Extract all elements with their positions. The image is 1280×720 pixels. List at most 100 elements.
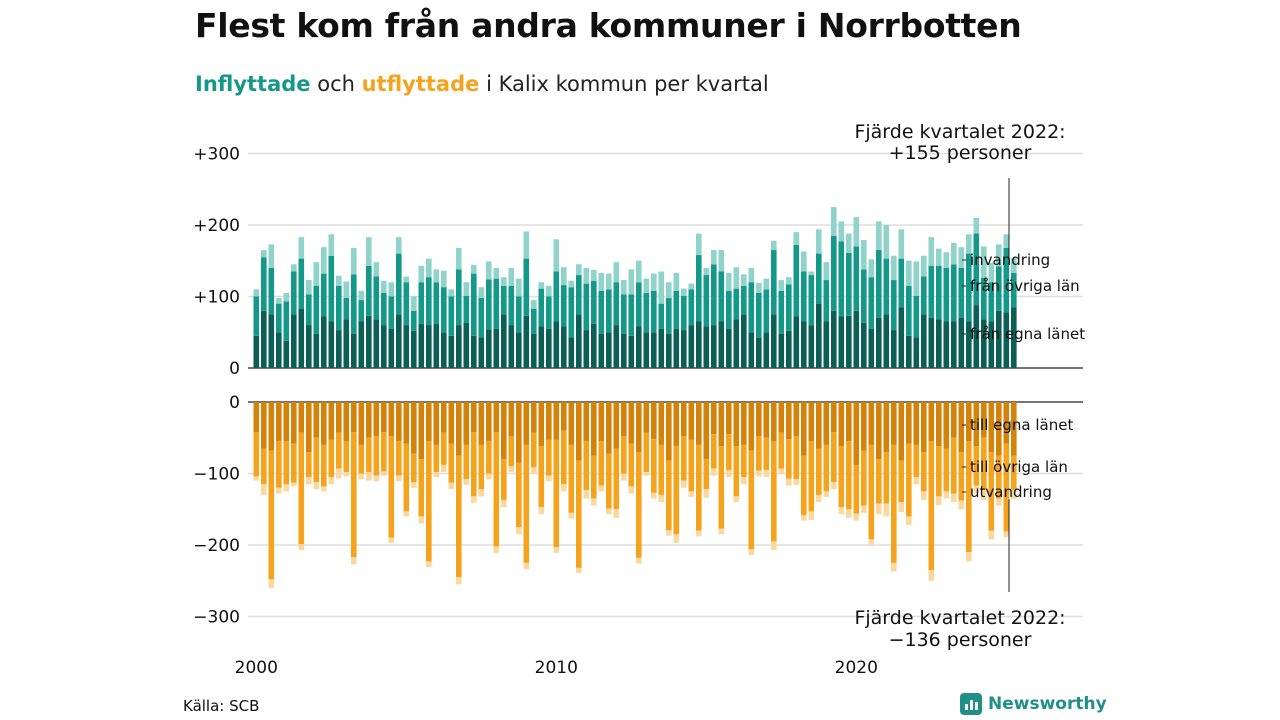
bar-out [793, 436, 800, 480]
bar-out [643, 432, 650, 473]
bar-in [283, 301, 290, 341]
bar-out [591, 455, 597, 499]
bar-in [396, 253, 402, 315]
bar-out [988, 402, 995, 453]
bar-out [651, 402, 657, 440]
bar-out [381, 402, 387, 433]
bar-in [718, 321, 725, 368]
bar-out [553, 439, 560, 548]
bar-out [973, 446, 980, 486]
series-label: till egna länet [970, 416, 1073, 434]
bar-out [486, 473, 492, 480]
bar-in [891, 255, 897, 281]
bar-in [291, 264, 297, 272]
bar-in [883, 225, 890, 259]
bar-in [741, 314, 747, 368]
bar-out [261, 402, 267, 449]
bar-in [763, 278, 770, 290]
bar-in [996, 310, 1002, 368]
bar-in [381, 280, 387, 293]
bar-in [613, 282, 620, 326]
bar-out [411, 402, 417, 454]
bar-in [321, 273, 327, 317]
bar-out [666, 529, 672, 536]
bar-out [853, 402, 860, 465]
y-tick-label: +300 [193, 145, 240, 165]
bar-in [381, 325, 387, 368]
bar-out [1011, 455, 1017, 490]
bar-out [546, 402, 552, 440]
bar-in [283, 292, 290, 302]
bar-out [276, 402, 282, 442]
bar-out [891, 562, 897, 572]
bar-out [958, 402, 965, 453]
bar-out [988, 452, 995, 531]
bar-in [583, 267, 590, 284]
bar-out [418, 459, 425, 517]
bar-out [643, 472, 650, 476]
bar-in [598, 272, 605, 291]
bar-in [823, 280, 830, 322]
bar-out [298, 432, 305, 545]
bar-out [936, 402, 942, 447]
bar-out [628, 486, 635, 494]
bar-out [628, 443, 635, 487]
bar-out [921, 402, 927, 453]
bar-out [313, 437, 320, 483]
series-label: till övriga län [970, 458, 1068, 476]
bar-out [403, 402, 410, 444]
bar-in [988, 262, 995, 283]
bar-in [996, 266, 1002, 311]
bar-in [666, 333, 672, 368]
bar-in [763, 289, 770, 333]
bar-in [981, 246, 987, 278]
bar-out [478, 402, 485, 445]
bar-out [741, 477, 747, 485]
bar-out [268, 402, 275, 451]
bar-in [853, 246, 860, 311]
bar-in [868, 277, 875, 329]
bar-out [778, 402, 785, 433]
x-tick-label: 2000 [235, 658, 278, 678]
bar-out [478, 444, 485, 490]
bar-in [493, 267, 500, 279]
bar-in [261, 257, 267, 311]
bar-out [628, 402, 635, 444]
bar-out [366, 472, 372, 481]
bar-out [388, 537, 395, 543]
bar-out [306, 402, 312, 453]
bar-in [568, 287, 575, 338]
bar-in [996, 244, 1002, 267]
bar-out [313, 482, 320, 490]
bar-in [253, 335, 260, 368]
bar-out [741, 444, 747, 478]
bar-out [703, 402, 710, 460]
bar-out [1011, 402, 1017, 456]
bar-out [636, 452, 642, 558]
bar-out [643, 402, 650, 433]
bar-out [928, 441, 935, 571]
bar-in [958, 317, 965, 368]
bar-in [756, 292, 762, 338]
bar-in [816, 303, 822, 368]
bar-out [576, 402, 582, 461]
bar-in [298, 258, 305, 309]
bar-out [508, 402, 515, 437]
bar-in [508, 325, 515, 368]
bar-out [868, 444, 875, 540]
bar-in [831, 207, 837, 236]
bar-in [493, 328, 500, 368]
bar-out [276, 441, 282, 488]
bar-out [786, 439, 792, 479]
y-tick-label: +200 [193, 216, 240, 236]
bar-in [733, 319, 740, 368]
bar-out [336, 468, 342, 479]
bar-out [388, 402, 395, 437]
bar-in [958, 267, 965, 318]
bar-in [681, 288, 687, 296]
bar-out [711, 402, 717, 435]
bar-out [891, 402, 897, 445]
bar-out [523, 402, 530, 445]
bar-out [861, 402, 867, 451]
bar-in [433, 282, 440, 324]
